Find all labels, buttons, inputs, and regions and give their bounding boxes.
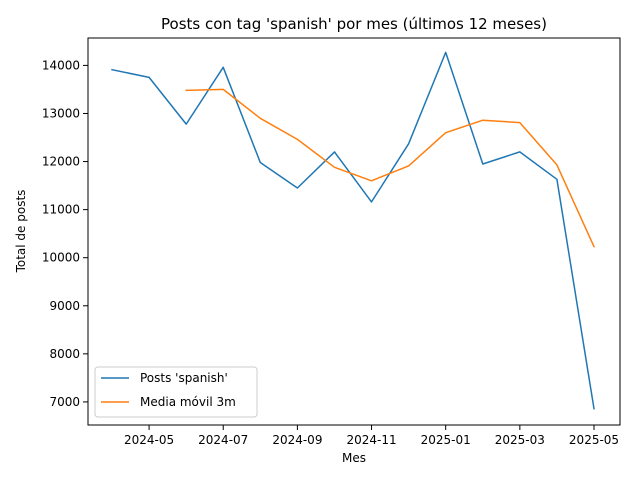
series-lines [111, 51, 595, 410]
legend-box [94, 366, 258, 418]
y-tick-label: 10000 [42, 251, 80, 265]
x-axis: 2024-05 2024-07 2024-09 2024-11 2025-01 2025-… [124, 425, 619, 447]
y-axis-label: Total de posts [14, 190, 28, 274]
legend-label-posts: Posts 'spanish' [140, 371, 228, 385]
plot-area [87, 37, 621, 426]
legend-label-moving-average: Media móvil 3m [140, 395, 236, 409]
y-axis: 7000 8000 9000 10000 11000 12000 13000 14000 [42, 58, 88, 409]
plot-frame [87, 37, 621, 426]
y-tick-label: 8000 [49, 347, 80, 361]
y-tick-label: 13000 [42, 106, 80, 120]
y-tick-label: 14000 [42, 58, 80, 72]
x-tick-label: 2025-03 [495, 433, 545, 447]
legend: Posts 'spanish' Media móvil 3m [94, 366, 258, 418]
y-tick-label: 7000 [49, 395, 80, 409]
x-tick-label: 2024-05 [124, 433, 174, 447]
y-tick-label: 12000 [42, 155, 80, 169]
series-line-posts [111, 51, 595, 410]
series-line-moving-average [185, 88, 595, 248]
x-tick-label: 2025-01 [421, 433, 471, 447]
x-tick-label: 2024-09 [272, 433, 322, 447]
y-tick-label: 11000 [42, 203, 80, 217]
chart-title: Posts con tag 'spanish' por mes (últimos… [161, 15, 547, 33]
x-tick-label: 2024-11 [346, 433, 396, 447]
y-tick-label: 9000 [49, 299, 80, 313]
x-tick-label: 2025-05 [569, 433, 619, 447]
x-tick-label: 2024-07 [198, 433, 248, 447]
x-axis-label: Mes [342, 451, 366, 465]
